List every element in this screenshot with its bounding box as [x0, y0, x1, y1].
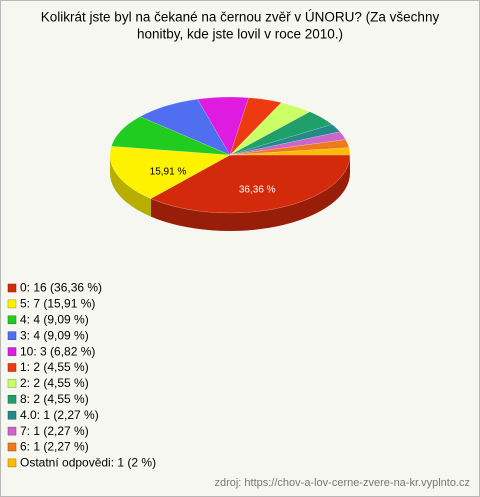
legend-label: Ostatní odpovědi: 1 (2 %) [20, 456, 156, 470]
legend-swatch [7, 442, 17, 452]
legend-label: 3: 4 (9,09 %) [20, 328, 89, 342]
legend-label: 8: 2 (4,55 %) [20, 392, 89, 406]
slice [109, 145, 231, 199]
source: zdroj: https://chov-a-lov-cerne-zvere-na… [214, 477, 470, 489]
legend-label: 4.0: 1 (2,27 %) [20, 408, 99, 422]
slice [150, 154, 351, 214]
slice-side [150, 155, 350, 231]
legend-swatch [7, 331, 17, 340]
slice [229, 131, 347, 156]
legend-label: 4: 4 (9,09 %) [20, 312, 89, 326]
slice [229, 111, 333, 156]
slice [229, 97, 282, 156]
legend-label: 0: 16 (36,36 %) [20, 281, 102, 295]
legend-swatch [7, 426, 17, 436]
legend-label: 6: 1 (2,27 %) [20, 440, 89, 454]
slice-side [110, 155, 151, 217]
slice [229, 147, 351, 156]
legend-label: 5: 7 (15,91 %) [20, 297, 95, 311]
data-label: 15,91 % [150, 167, 187, 178]
legend-swatch [7, 410, 17, 420]
slice [197, 96, 249, 156]
legend-label: 10: 3 (6,82 %) [20, 344, 95, 358]
slice [229, 102, 311, 156]
slice [229, 124, 341, 156]
legend-swatch [7, 458, 17, 468]
legend-label: 7: 1 (2,27 %) [20, 424, 89, 438]
legend-label: 1: 2 (4,55 %) [20, 360, 89, 374]
legend-swatch [7, 363, 17, 372]
legend-swatch [7, 347, 17, 356]
slice [111, 116, 231, 156]
legend-swatch [7, 283, 17, 293]
slice [139, 98, 231, 156]
legend-swatch [7, 379, 17, 388]
data-label: 36,36 % [239, 185, 276, 196]
legend-swatch [7, 315, 17, 325]
chart-title: honitby, kde jste lovil v roce 2010.) [137, 27, 343, 42]
chart-title: Kolikrát jste byl na čekané na černou zv… [41, 10, 440, 25]
legend-label: 2: 2 (4,55 %) [20, 376, 89, 390]
slice [229, 139, 350, 156]
legend-swatch [7, 395, 17, 404]
legend-swatch [7, 299, 17, 309]
